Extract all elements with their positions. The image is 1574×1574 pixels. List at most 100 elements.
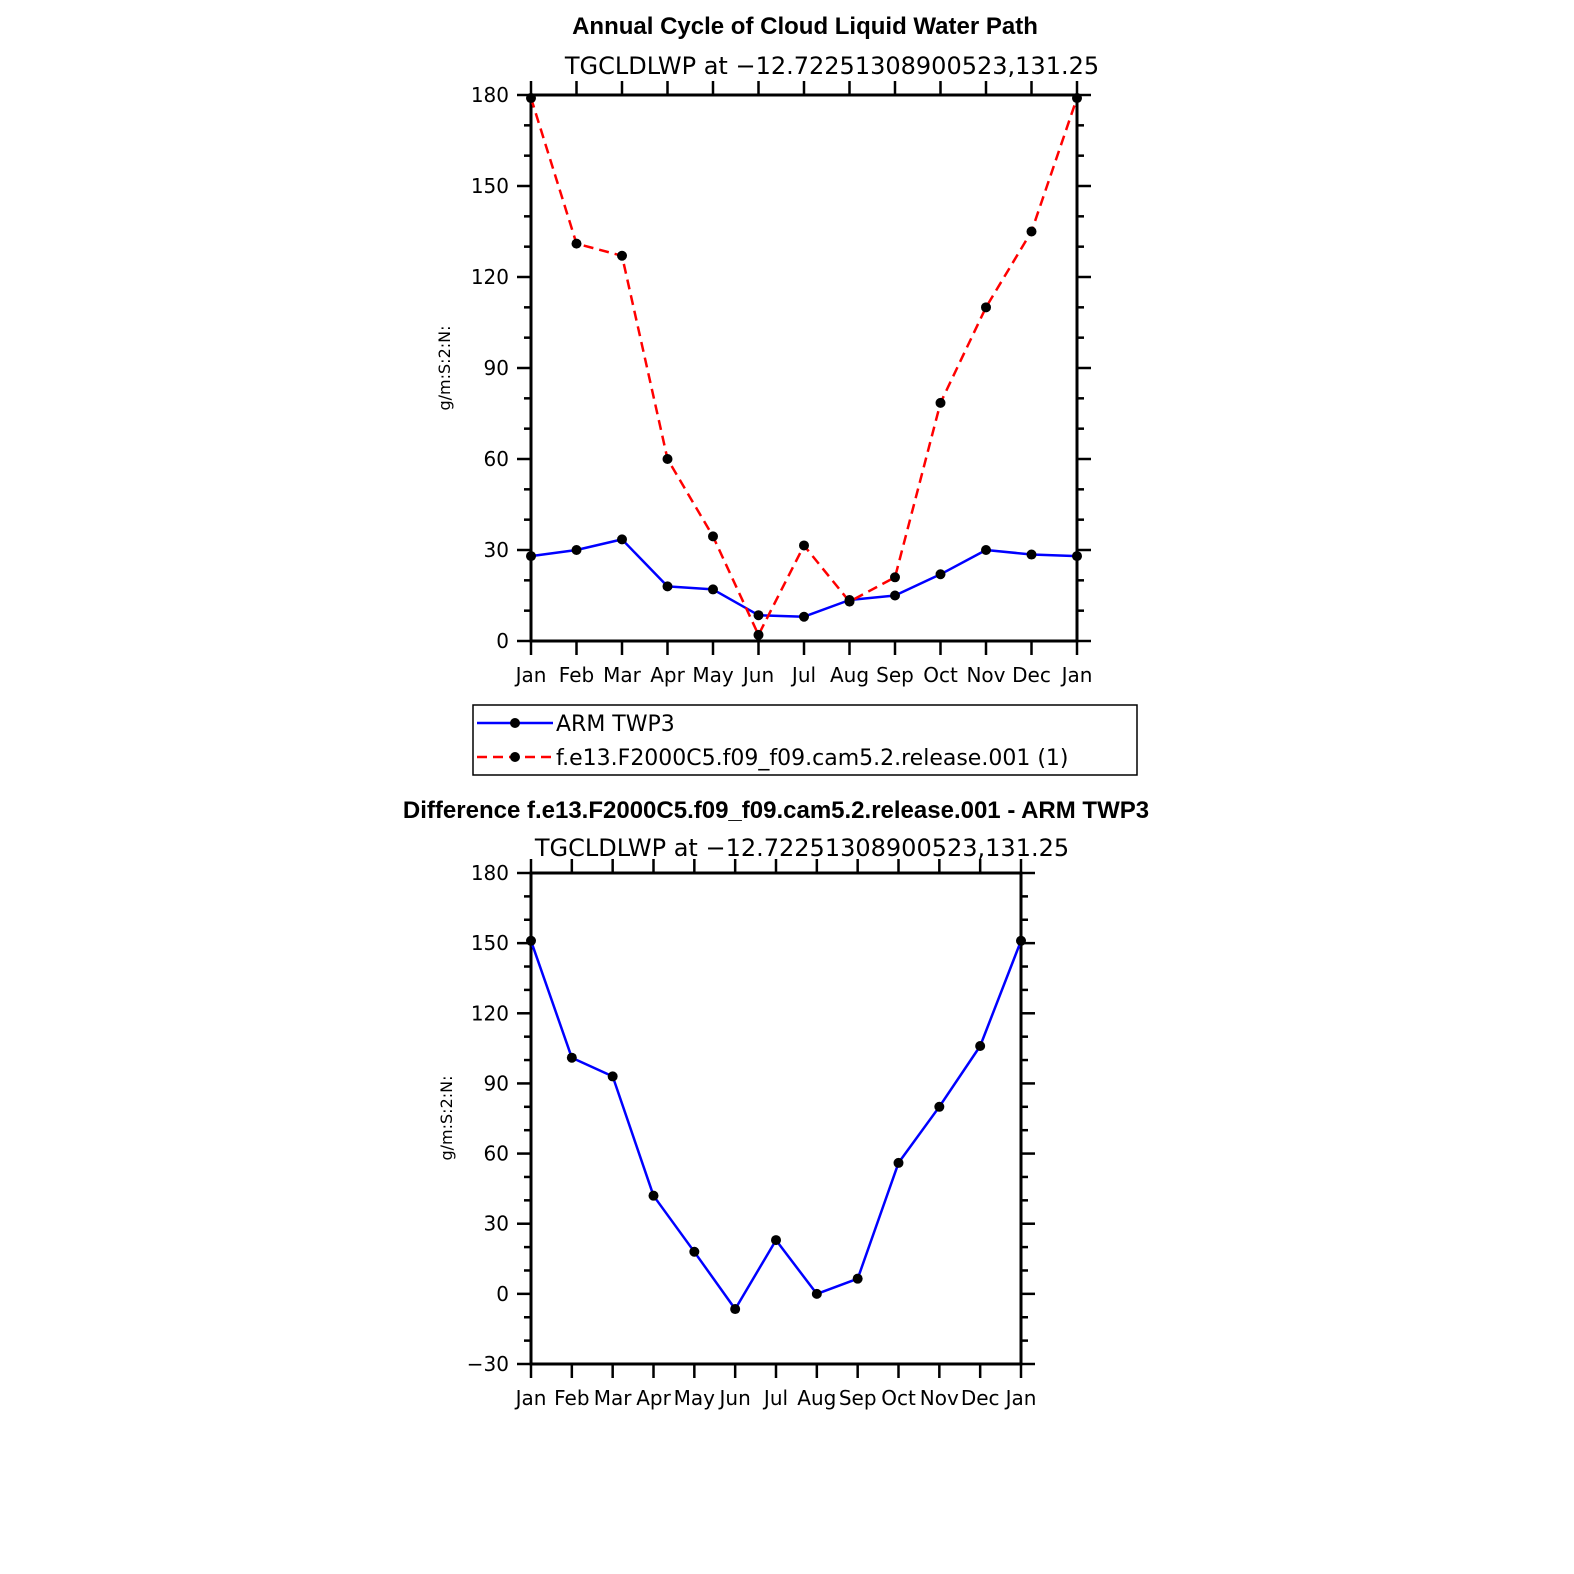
chart2-ytick-label: −30 [467, 1352, 509, 1376]
chart2-frame [529, 871, 1023, 1366]
chart1-xtick-label: Sep [876, 663, 914, 687]
chart2-xtick-label: Mar [594, 1386, 633, 1410]
chart1-axes: 0 30 60 90 120 150 180 Jan Feb Mar Apr May Jun Jul Aug… [471, 81, 1093, 687]
chart1-series-0-point [708, 584, 718, 595]
chart1-xtick-label: Oct [923, 663, 958, 687]
chart1-xtick-label: May [692, 663, 734, 687]
chart2-xtick-label: Apr [636, 1386, 671, 1410]
chart2-series-0-point [689, 1246, 700, 1257]
chart2-series-0-point [566, 1052, 577, 1063]
difference-chart: Difference f.e13.F2000C5.f09_f09.cam5.2.… [403, 797, 1149, 1410]
chart2-ytick-label: 30 [484, 1212, 509, 1236]
chart2-series-line-0 [529, 940, 1023, 1311]
chart1-series-1-point [935, 397, 946, 408]
chart1-series-1-point [890, 572, 900, 583]
chart1-series-0-point [935, 569, 946, 580]
chart1-frame [529, 93, 1079, 643]
chart1-series-0-point [526, 551, 536, 562]
chart2-series-0-point [893, 1157, 904, 1168]
chart1-series-1-point [981, 302, 991, 313]
chart2-series-0-point [1016, 935, 1026, 946]
chart1-xtick-label: Jun [741, 663, 774, 687]
chart1-ytick-label: 0 [496, 629, 509, 653]
chart1-series-0-point [890, 590, 900, 601]
legend-marker-model [510, 752, 520, 762]
chart1-ytick-label: 90 [484, 356, 509, 380]
chart2-series-0-point [771, 1235, 781, 1246]
legend-label-arm: ARM TWP3 [556, 712, 675, 737]
chart1-xtick-label: Feb [559, 663, 594, 687]
chart2-xtick-label: Aug [797, 1386, 836, 1410]
chart1-series-1-point [844, 596, 855, 607]
chart1-xtick-label: Jan [514, 663, 547, 687]
chart2-subtitle: TGCLDLWP at −12.72251308900523,131.25 [534, 834, 1069, 862]
chart1-title: Annual Cycle of Cloud Liquid Water Path [572, 13, 1038, 40]
chart2-xtick-label: Sep [839, 1386, 877, 1410]
chart2-xtick-label: Feb [554, 1386, 589, 1410]
chart2-ytick-label: 90 [484, 1071, 509, 1095]
chart2-ytick-label: 60 [484, 1142, 509, 1166]
chart2-series-0-point [811, 1288, 822, 1299]
chart2-ytick-label: 120 [471, 1001, 509, 1025]
chart2-series-0-point [934, 1101, 945, 1112]
chart1-series-0-point [662, 581, 673, 592]
chart2-xtick-label: Dec [961, 1386, 1000, 1410]
chart1-series-1-point [708, 531, 718, 542]
chart2-series-0-point [975, 1041, 986, 1052]
chart2-ytick-label: 150 [471, 931, 509, 955]
chart1-series-1-point [1026, 226, 1037, 237]
chart1-ylabel: g/m:S:2:N: [435, 326, 454, 411]
chart2-series-0-point [648, 1190, 659, 1201]
legend-item-arm: ARM TWP3 [477, 712, 675, 737]
chart1-xtick-label: Mar [603, 663, 642, 687]
chart1-plot-area [526, 93, 1082, 640]
chart2-series-0-point [852, 1273, 863, 1284]
legend-item-model: f.e13.F2000C5.f09_f09.cam5.2.release.001… [477, 746, 1068, 771]
chart2-plot-area [526, 935, 1026, 1315]
chart1-ytick-label: 60 [484, 447, 509, 471]
chart2-xtick-label: Jul [762, 1386, 788, 1410]
legend-label-model: f.e13.F2000C5.f09_f09.cam5.2.release.001… [556, 746, 1068, 771]
chart1-series-1-point [571, 238, 582, 249]
chart1-series-0-point [1026, 549, 1037, 560]
chart1-xtick-label: Jul [790, 663, 816, 687]
chart1-series-line-1 [529, 97, 1079, 637]
chart2-series-0-point [526, 935, 536, 946]
chart2-axes: −30 0 30 60 90 120 150 180 Jan Feb Mar Apr May Jun Jul… [467, 859, 1036, 1410]
chart2-xtick-label: Jun [718, 1386, 751, 1410]
chart2-xtick-label: Jan [514, 1386, 547, 1410]
chart1-series-0-point [617, 534, 627, 545]
chart1-subtitle: TGCLDLWP at −12.72251308900523,131.25 [564, 52, 1099, 80]
chart2-ylabel: g/m:S:2:N: [437, 1076, 456, 1161]
chart1-xtick-label: Dec [1012, 663, 1051, 687]
chart1-series-line-0 [530, 538, 1078, 618]
chart2-title: Difference f.e13.F2000C5.f09_f09.cam5.2.… [403, 797, 1149, 824]
chart2-series-0-point [607, 1071, 618, 1082]
chart1-ytick-label: 120 [471, 265, 509, 289]
chart1-ytick-label: 30 [484, 538, 509, 562]
chart1-series-0-point [981, 545, 991, 555]
chart1-series-1-point [1072, 93, 1082, 104]
chart1-series-1-point [753, 629, 764, 640]
chart1-series-1-point [617, 250, 627, 261]
chart1-series-0-point [753, 610, 764, 621]
chart1-legend: ARM TWP3 f.e13.F2000C5.f09_f09.cam5.2.re… [472, 704, 1138, 776]
chart2-ytick-label: 0 [496, 1282, 509, 1306]
annual-cycle-chart: Annual Cycle of Cloud Liquid Water Path … [435, 13, 1138, 776]
chart2-xtick-label: Oct [881, 1386, 916, 1410]
chart1-ytick-label: 150 [471, 174, 509, 198]
chart1-series-0-point [799, 611, 809, 622]
chart1-series-0-point [571, 545, 582, 555]
chart1-ytick-label: 180 [471, 83, 509, 107]
chart1-series-1-point [662, 454, 673, 464]
chart2-ytick-label: 180 [471, 861, 509, 885]
chart2-xtick-label: Nov [920, 1386, 959, 1410]
chart1-xtick-label: Jan [1060, 663, 1093, 687]
chart1-xtick-label: Apr [650, 663, 685, 687]
chart2-series-0-point [730, 1304, 741, 1315]
chart1-series-1-point [526, 93, 536, 104]
legend-marker-arm [510, 718, 520, 728]
legend-box [472, 704, 1138, 776]
chart1-xtick-label: Aug [830, 663, 869, 687]
